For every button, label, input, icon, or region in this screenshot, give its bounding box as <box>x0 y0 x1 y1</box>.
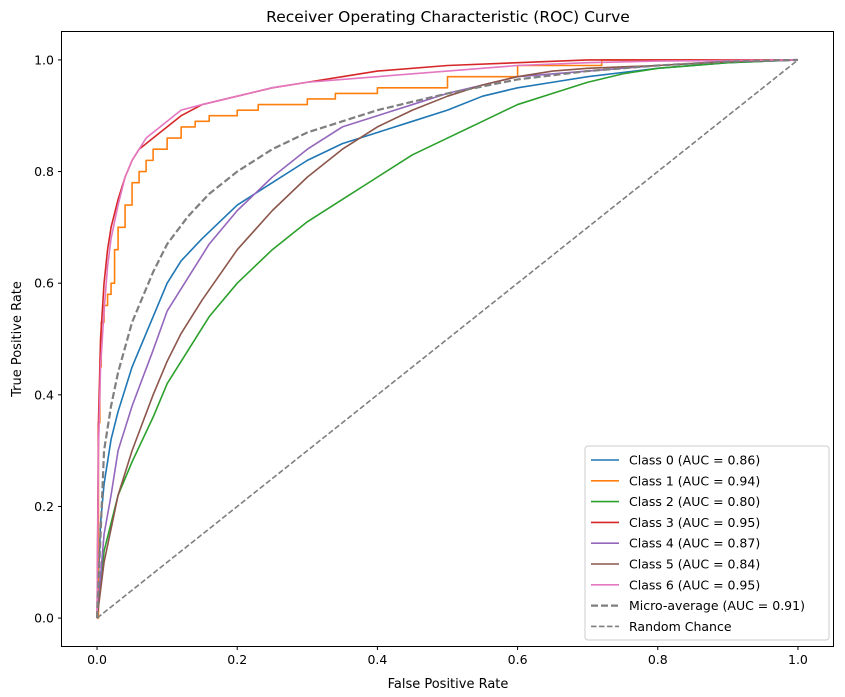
x-tick-label: 0.8 <box>648 652 668 667</box>
y-tick-label: 0.6 <box>34 276 54 291</box>
chart-title: Receiver Operating Characteristic (ROC) … <box>266 8 630 26</box>
y-tick-label: 0.2 <box>34 499 54 514</box>
roc-line-series-0 <box>96 59 798 619</box>
y-tick-label: 0.4 <box>34 387 54 402</box>
legend-label: Random Chance <box>629 619 732 634</box>
roc-line-series-2 <box>96 59 798 619</box>
legend-label: Class 0 (AUC = 0.86) <box>629 453 760 468</box>
x-axis-label: False Positive Rate <box>388 677 509 692</box>
roc-line-series-8 <box>96 59 799 619</box>
roc-line-series-4 <box>96 59 798 619</box>
y-tick-label: 0.8 <box>34 164 54 179</box>
legend-label: Class 4 (AUC = 0.87) <box>629 536 760 551</box>
legend-label: Class 6 (AUC = 0.95) <box>629 577 760 592</box>
y-tick-label: 0.0 <box>34 611 54 626</box>
roc-line-series-1 <box>97 59 798 619</box>
roc-line-series-7 <box>95 58 798 619</box>
legend-label: Class 2 (AUC = 0.80) <box>629 494 760 509</box>
roc-line-series-5 <box>96 59 798 619</box>
y-tick-label: 1.0 <box>34 52 54 67</box>
x-tick-label: 0.0 <box>87 652 107 667</box>
x-tick-label: 0.2 <box>227 652 247 667</box>
roc-line-series-3 <box>96 59 798 619</box>
legend-box <box>584 445 830 641</box>
y-axis: 0.0 0.2 0.4 0.6 0.8 1.0 <box>34 52 62 626</box>
legend: Class 0 (AUC = 0.86) Class 1 (AUC = 0.94)… <box>584 445 830 641</box>
x-tick-label: 0.4 <box>367 652 387 667</box>
legend-label: Class 1 (AUC = 0.94) <box>629 473 760 488</box>
x-axis: 0.0 0.2 0.4 0.6 0.8 1.0 <box>87 646 808 667</box>
plot-frame <box>61 31 834 647</box>
x-tick-label: 0.6 <box>508 652 528 667</box>
series-layer <box>95 58 799 619</box>
legend-label: Class 5 (AUC = 0.84) <box>629 557 760 572</box>
legend-label: Micro-average (AUC = 0.91) <box>629 598 805 613</box>
y-axis-label: True Positive Rate <box>10 281 25 398</box>
legend-label: Class 3 (AUC = 0.95) <box>629 515 760 530</box>
x-tick-label: 1.0 <box>788 652 808 667</box>
roc-line-series-6 <box>96 59 798 619</box>
